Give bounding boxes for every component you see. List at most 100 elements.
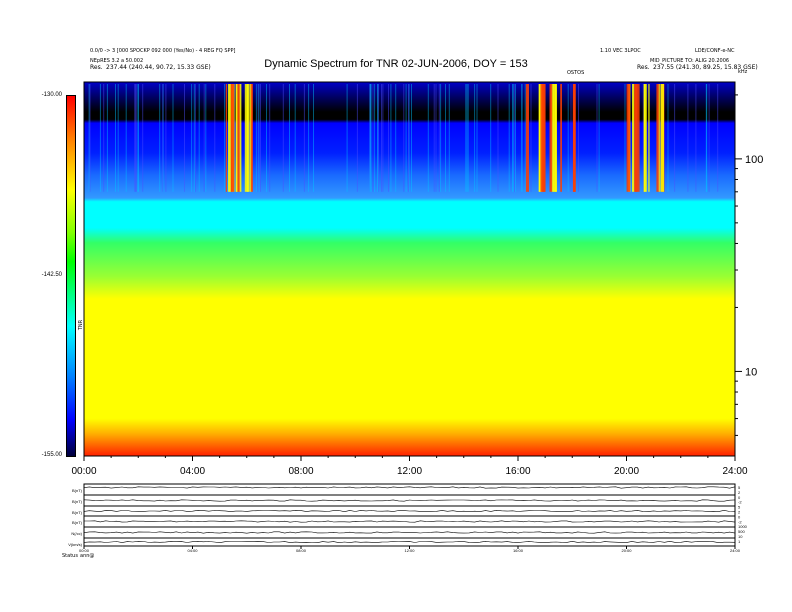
footer-label-2: ann@ <box>80 553 95 559</box>
spectrogram-streak <box>89 84 91 192</box>
panel-right-tick-label: 0 <box>738 514 741 519</box>
spectrogram-streak <box>405 84 407 192</box>
spectrogram-streak <box>448 84 450 192</box>
burst-2 <box>544 84 546 192</box>
spectrogram-streak <box>289 84 290 192</box>
spectrogram-streak <box>313 84 314 192</box>
spectrogram-streak <box>257 84 259 192</box>
burst-1 <box>244 84 249 192</box>
spectrogram-streak <box>203 84 205 192</box>
burst-2 <box>549 84 553 192</box>
spectrogram-streak <box>708 84 710 192</box>
spectrogram-streak <box>667 84 669 192</box>
spectrogram-streak <box>138 84 139 192</box>
spectrogram-streak <box>193 84 195 192</box>
spectrogram-streak <box>403 84 405 192</box>
spectrogram-streak <box>125 84 127 192</box>
spectrogram-streak <box>390 84 392 192</box>
panel-right-tick-label: 2 <box>738 490 741 495</box>
spectrogram-streak <box>214 84 216 192</box>
burst-3 <box>634 84 637 192</box>
panel-x-tick-label: 24:00 <box>730 548 741 553</box>
spectrogram-background <box>84 82 735 456</box>
spectrogram-streak <box>308 84 310 192</box>
spectrogram-streak <box>598 84 600 192</box>
panel-trace <box>83 509 736 513</box>
spectrogram-streak <box>695 84 697 192</box>
burst-3 <box>626 84 631 192</box>
spectrogram-streak <box>408 84 410 192</box>
spectrogram-streak <box>521 84 523 192</box>
x-tick-label: 04:00 <box>180 466 205 477</box>
panel-trace <box>83 499 736 502</box>
panel-x-tick-label: 00:00 <box>79 548 90 553</box>
header-left-line2: NEpRES 3.2 a 50.002 <box>90 58 144 64</box>
spectrogram-streak <box>172 84 174 192</box>
spectrogram-streak <box>466 84 468 192</box>
spectrogram-streak <box>687 84 689 192</box>
spectrogram-streak <box>512 84 513 192</box>
header-right-line3: MID_PICTURE TO: ALIG 20.2006 <box>650 58 730 64</box>
spectrogram-streak <box>705 84 707 192</box>
spectrogram-streak <box>706 84 708 192</box>
spectrogram-streak <box>356 84 358 192</box>
panel-right-tick-label: 10 <box>738 534 743 539</box>
y-tick-label: 10 <box>745 366 757 378</box>
spectrogram-streak <box>624 84 626 192</box>
burst-1 <box>249 84 252 192</box>
burst-2 <box>551 84 554 192</box>
burst-3 <box>660 84 664 192</box>
spectrogram-streak <box>205 84 207 192</box>
khz-label: kHz <box>738 69 748 75</box>
spectrogram-streak <box>374 84 376 192</box>
spectrogram-streak <box>408 84 409 192</box>
panel-label: B(nT) <box>72 488 83 493</box>
panel-trace <box>84 520 736 523</box>
colorbar-tick-mid: -142.50 <box>41 272 62 278</box>
spectrogram-streak <box>570 84 572 192</box>
spectrogram-streak <box>258 84 260 192</box>
spectrogram-streak <box>88 84 90 192</box>
panel-trace <box>83 486 736 489</box>
panel-x-tick-label: 20:00 <box>621 548 632 553</box>
footer-label-1: Status <box>62 553 78 559</box>
x-tick-label: 08:00 <box>288 466 313 477</box>
panel-right-tick-label: 2 <box>738 510 741 515</box>
burst-1 <box>225 84 227 192</box>
panel-right-tick-label: -2 <box>738 519 742 524</box>
spectrogram-streak <box>103 84 105 192</box>
spectrogram-streak <box>438 84 440 192</box>
spectrogram-streak <box>530 84 532 192</box>
spectrogram-streak <box>440 84 442 192</box>
panel-x-tick-label: 16:00 <box>513 548 524 553</box>
header-right-line1: 1.10 VEC 3LPOC <box>600 48 641 54</box>
spectrogram-streak <box>474 84 476 192</box>
panel-trace <box>83 531 736 534</box>
spectrogram-streak <box>445 84 446 192</box>
spectrogram-streak <box>135 84 137 192</box>
spectrogram-streak <box>596 84 598 192</box>
spectrogram-streak <box>515 84 516 192</box>
spectrogram-streak <box>395 84 397 192</box>
header-right-line2: LDE/CONF-e-NC <box>695 48 735 54</box>
spectrogram-streak <box>435 84 437 192</box>
burst-1 <box>239 84 242 192</box>
spectrogram-streak <box>467 84 469 192</box>
panel-right-tick-label: 0 <box>738 495 741 500</box>
chart-title: Dynamic Spectrum for TNR 02-JUN-2006, DO… <box>264 58 528 70</box>
spectrogram-streak <box>294 84 296 192</box>
spectrogram-streak <box>717 84 719 192</box>
burst-3 <box>643 84 647 192</box>
burst-2 <box>525 84 529 192</box>
panel-x-tick-label: 08:00 <box>296 548 307 553</box>
spectrogram-streak <box>269 84 271 192</box>
panel-frame <box>83 483 736 547</box>
spectrogram-streak <box>567 84 569 192</box>
spectrogram-streak <box>381 84 382 192</box>
spectrogram-streak <box>99 84 101 192</box>
panel-right-tick-label: 5 <box>738 505 741 510</box>
spectrogram-streak <box>433 84 435 192</box>
spectrogram-streak <box>377 84 379 192</box>
spectrogram-streak <box>137 84 139 192</box>
